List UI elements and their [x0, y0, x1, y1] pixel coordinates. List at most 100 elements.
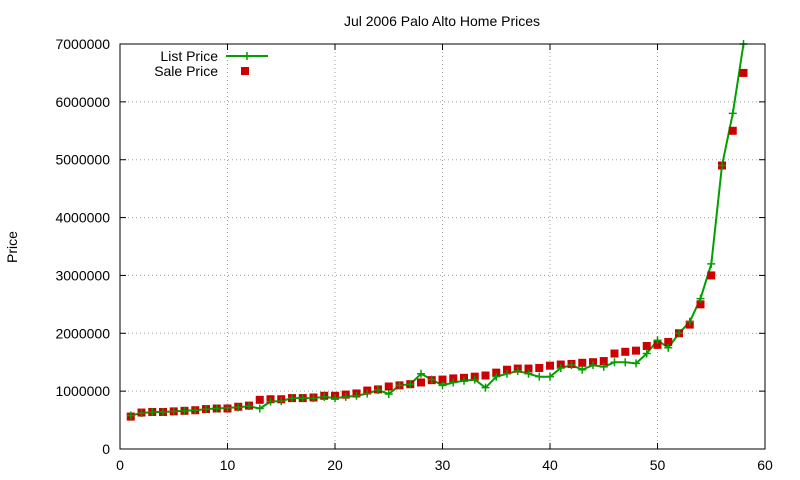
list-price-point [223, 403, 232, 412]
legend-label-sale-price: Sale Price [154, 63, 218, 79]
chart-title: Jul 2006 Palo Alto Home Prices [344, 13, 540, 29]
y-axis-label: Price [4, 231, 20, 263]
sale-price-point [438, 375, 447, 384]
legend-marker-sale-price [241, 67, 249, 75]
list-price-point [696, 294, 705, 303]
list-price-point [535, 372, 544, 381]
list-price-point [137, 409, 146, 418]
y-tick-label: 4000000 [55, 210, 110, 226]
y-tick-label: 0 [102, 441, 110, 457]
sale-price-point [599, 357, 608, 366]
tick-layer: 0 1000000 2000000 3000000 4000000 5000000 6000… [55, 36, 773, 473]
data-layer [126, 40, 748, 421]
list-price-point [621, 358, 630, 367]
y-tick-label: 3000000 [55, 267, 110, 283]
list-price-point [169, 407, 178, 416]
sale-price-point [739, 68, 748, 77]
sale-price-point [503, 365, 511, 374]
list-price-point [556, 364, 565, 372]
x-tick-label: 20 [327, 457, 343, 473]
list-price-point [191, 406, 200, 415]
sale-price-point [621, 347, 630, 356]
list-price-point [513, 366, 522, 375]
y-tick-label: 5000000 [55, 152, 110, 168]
list-price-point [126, 411, 135, 420]
x-tick-label: 0 [116, 457, 124, 473]
list-price-point [266, 397, 275, 406]
list-price-point [707, 259, 716, 268]
sale-price-point [610, 349, 619, 358]
list-price-point [503, 369, 511, 378]
list-price-point [384, 390, 393, 399]
sale-price-point [632, 346, 640, 355]
list-price-point [642, 349, 651, 358]
list-price-point [234, 403, 243, 412]
list-price-point [610, 358, 619, 367]
list-price-point [277, 396, 286, 405]
x-tick-label: 60 [757, 457, 773, 473]
list-price-point [589, 361, 597, 370]
sale-price-point [696, 300, 705, 309]
list-price-point [374, 385, 382, 394]
y-tick-label: 6000000 [55, 94, 110, 110]
list-price-point [460, 376, 468, 385]
x-tick-label: 40 [542, 457, 558, 473]
legend-label-list-price: List Price [160, 48, 218, 64]
list-price-point [245, 402, 253, 411]
list-price-point [298, 394, 307, 403]
y-tick-label: 7000000 [55, 36, 110, 52]
list-price-point [481, 383, 490, 392]
sale-price-point [728, 126, 737, 135]
sale-price-point [449, 374, 458, 383]
list-price-point [599, 362, 608, 371]
sale-price-point [707, 271, 716, 280]
sale-price-point [255, 395, 264, 404]
plot-frame [119, 43, 766, 450]
list-price-point [320, 392, 329, 401]
list-price-point [395, 381, 404, 390]
x-tick-label: 10 [220, 457, 236, 473]
sale-price-point [664, 337, 673, 346]
list-price-point [653, 336, 662, 345]
list-price-point [492, 372, 501, 381]
list-price-point [524, 369, 533, 378]
list-price-point [728, 109, 737, 118]
sale-price-point [653, 340, 662, 349]
list-price-point [578, 365, 587, 374]
list-price-point [438, 381, 447, 390]
list-price-point [309, 394, 318, 403]
sale-price-point [417, 378, 425, 387]
list-price-point [288, 394, 296, 403]
list-price-point [148, 407, 157, 416]
list-price-point [567, 361, 576, 370]
list-price-point [664, 343, 673, 352]
legend-marker-list-price [243, 52, 251, 60]
sale-price-point [481, 371, 490, 380]
list-price-point [212, 404, 221, 413]
list-price-point [352, 391, 361, 400]
list-price-point [202, 405, 210, 414]
x-tick-label: 30 [435, 457, 451, 473]
list-price-point [718, 161, 726, 170]
list-price-point [363, 389, 372, 398]
y-tick-label: 2000000 [55, 325, 110, 341]
sale-price-point [492, 368, 501, 377]
list-price-point [341, 392, 350, 401]
sale-price-point [578, 358, 587, 367]
list-price-point [255, 404, 264, 413]
sale-price-point [546, 361, 554, 370]
y-tick-label: 1000000 [55, 383, 110, 399]
list-price-point [159, 407, 167, 416]
list-price-point [406, 380, 415, 389]
list-price-line [130, 43, 745, 417]
list-price-point [675, 329, 683, 338]
sale-price-point [642, 342, 651, 351]
list-price-point [417, 369, 425, 378]
list-price-point [180, 406, 189, 415]
list-price-point [546, 372, 554, 381]
sale-price-point [384, 382, 393, 391]
list-price-point [331, 394, 339, 403]
